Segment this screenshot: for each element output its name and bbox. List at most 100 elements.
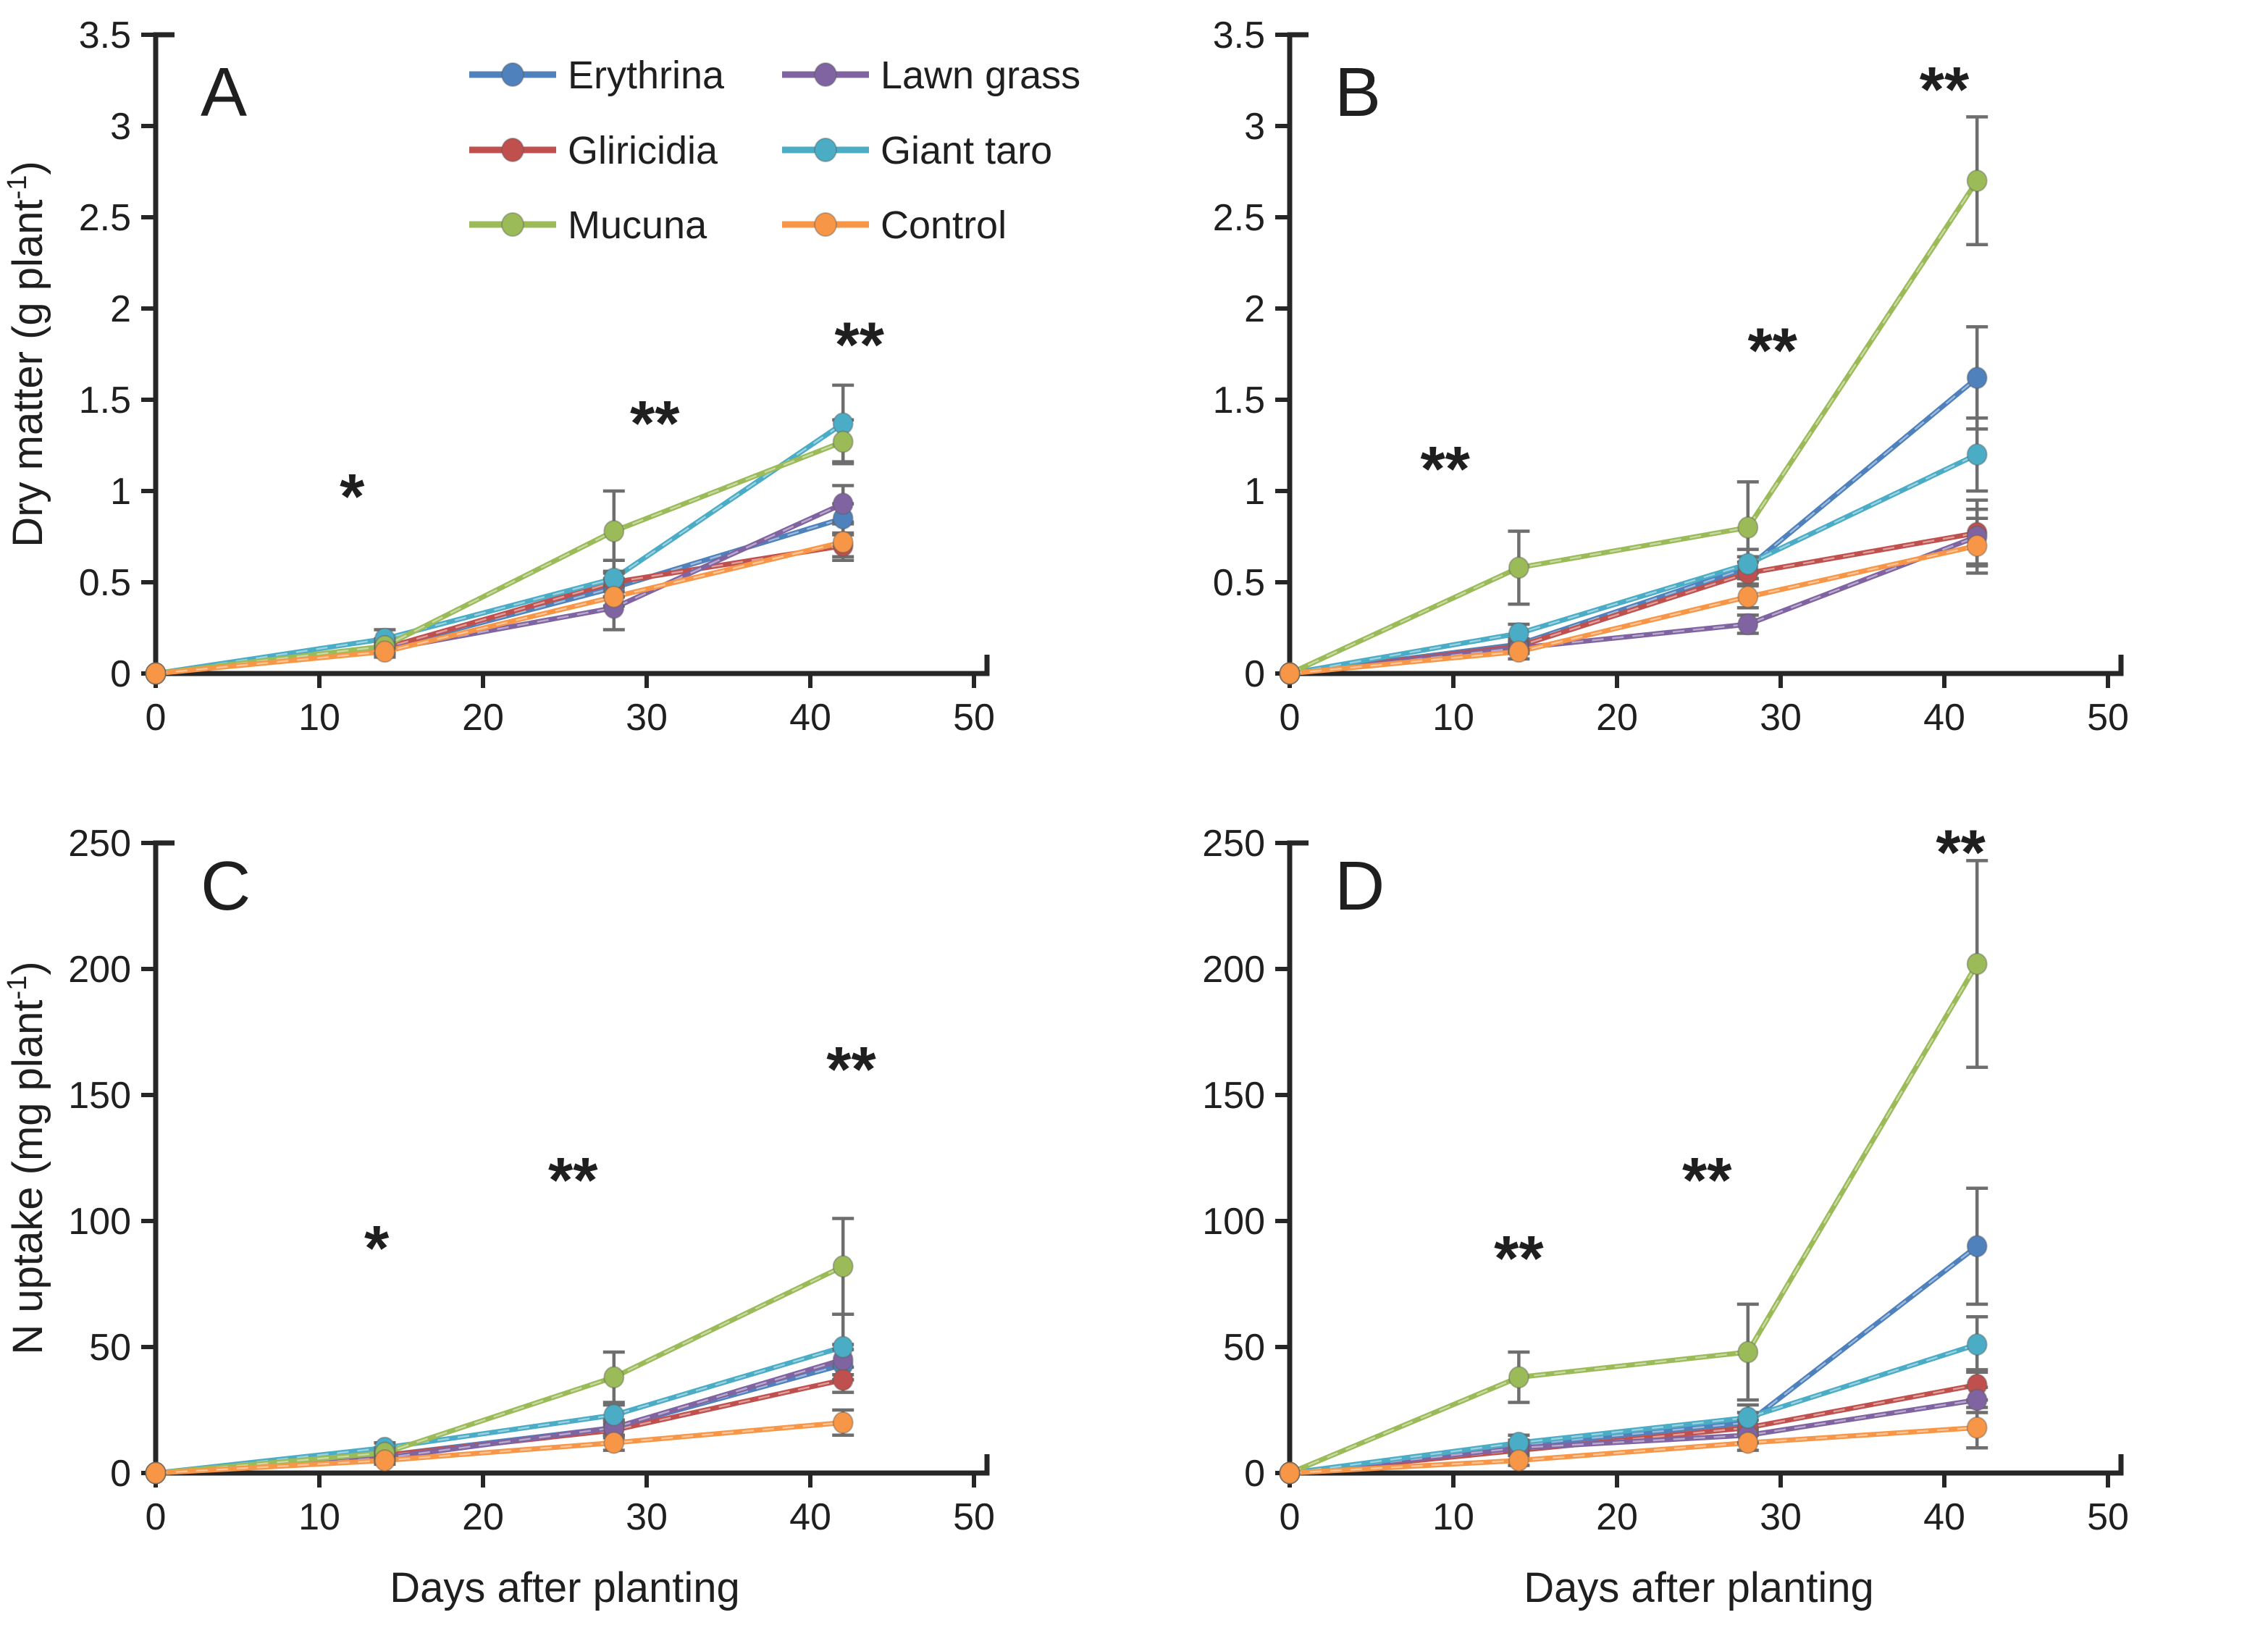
data-point-mucuna [1737,516,1759,539]
D-x-axis [1290,1454,2124,1476]
data-point-mucuna [832,1255,854,1278]
series-line-gloss [155,541,844,675]
series-line-gloss [155,440,844,675]
data-point-control [1508,640,1529,663]
y-axis-title: N uptake (mg plant-1) [2,961,51,1354]
x-tick-label: 20 [1596,697,1638,739]
legend-label: Erythrina [568,54,725,97]
legend-marker-swatch [501,62,524,87]
x-tick-label: 0 [146,697,167,739]
significance-marker: * [340,460,365,532]
series-line-gloss [1289,535,1978,675]
legend-label: Gliricidia [568,129,718,172]
x-tick-label: 40 [1923,697,1965,739]
x-tick-label: 40 [1923,1496,1965,1538]
significance-marker: ** [1682,1144,1732,1215]
legend-marker-swatch [814,62,837,87]
A-y-axis [153,32,175,674]
data-point-giant-taro [1966,1333,1988,1356]
panel-letter: A [201,54,247,131]
y-tick-label: 3 [1244,106,1265,148]
B-series-line-control [1287,543,1980,676]
data-point-erythrina [1966,366,1988,390]
y-tick-label: 1.5 [1213,379,1265,421]
x-tick-label: 30 [1760,697,1802,739]
data-point-control [1279,1461,1301,1485]
series-line-gloss [155,422,844,675]
legend-marker-swatch [501,138,524,162]
y-axis-title: Dry matter (g plant-1) [2,161,51,547]
data-point-control [832,531,854,554]
x-tick-label: 10 [1432,697,1474,739]
A-series-line-erythrina [153,516,846,676]
y-tick-label: 3.5 [79,14,131,56]
data-point-erythrina [1966,1235,1988,1258]
data-point-control [1279,662,1301,685]
x-tick-label: 50 [2087,1496,2129,1538]
y-tick-label: 200 [68,949,131,991]
y-tick-label: 2.5 [79,197,131,239]
data-point-mucuna [832,430,854,453]
data-point-mucuna [1966,952,1988,975]
legend-label: Mucuna [568,204,707,247]
series-line-gloss [155,1346,844,1474]
panel-letter: B [1335,54,1381,131]
data-point-giant-taro [832,1335,854,1359]
y-tick-label: 0 [1244,1453,1265,1495]
significance-marker: ** [548,1144,598,1215]
y-tick-label: 2 [110,288,131,330]
B-y-axis [1287,32,1309,674]
data-point-control [1966,534,1988,558]
data-point-control [1966,1416,1988,1439]
panel-b-chart: 0 10 20 30 40 50 0 0.5 1 1.5 2 2.5 3 3.5 ** ** ** B [1213,14,2129,739]
x-tick-label: 0 [146,1496,167,1538]
significance-marker: ** [1936,816,1986,888]
legend-label: Lawn grass [881,54,1080,97]
B-series-line-giant-taro [1287,452,1980,676]
data-point-lawn-grass [1966,1388,1988,1411]
series-line-gloss [1289,1343,1978,1474]
data-point-mucuna [1508,1366,1529,1389]
data-point-control [1508,1449,1529,1472]
data-point-mucuna [1737,1340,1759,1364]
legend-marker-swatch [814,138,837,162]
data-point-control [145,662,167,685]
data-point-giant-taro [603,1403,625,1427]
B-series-line-mucuna [1287,178,1980,676]
legend-marker-swatch [814,212,837,237]
significance-marker: ** [826,1033,876,1104]
series-line-gloss [155,503,844,675]
x-tick-label: 0 [1280,697,1301,739]
y-tick-label: 1.5 [79,379,131,421]
y-tick-label: 3.5 [1213,14,1265,56]
series-line-gloss [1289,1398,1978,1474]
A-series-line-control [153,540,846,676]
legend-marker-swatch [501,212,524,237]
y-tick-label: 150 [1202,1075,1265,1117]
x-tick-label: 20 [462,697,504,739]
y-tick-label: 50 [1223,1327,1265,1369]
y-tick-label: 50 [89,1327,131,1369]
x-tick-label: 30 [626,1496,668,1538]
data-point-mucuna [1508,556,1529,579]
y-tick-label: 0.5 [1213,562,1265,604]
data-point-giant-taro [1737,553,1759,576]
x-tick-label: 40 [789,697,831,739]
A-series-line-mucuna [153,439,846,676]
data-point-lawn-grass [832,492,854,516]
x-tick-label: 10 [298,697,340,739]
C-series-line-control [153,1419,846,1476]
data-point-lawn-grass [1737,613,1759,636]
x-tick-label: 10 [1432,1496,1474,1538]
data-point-mucuna [603,519,625,542]
x-tick-label: 0 [1280,1496,1301,1538]
significance-marker: ** [630,387,680,459]
y-tick-label: 250 [1202,823,1265,865]
x-axis-title: Days after planting [390,1564,740,1611]
significance-marker: * [364,1212,390,1283]
D-y-axis [1287,840,1309,1473]
data-point-control [603,1431,625,1454]
x-tick-label: 20 [462,1496,504,1538]
significance-marker: ** [1747,314,1797,386]
series-line-gloss [155,1422,844,1474]
